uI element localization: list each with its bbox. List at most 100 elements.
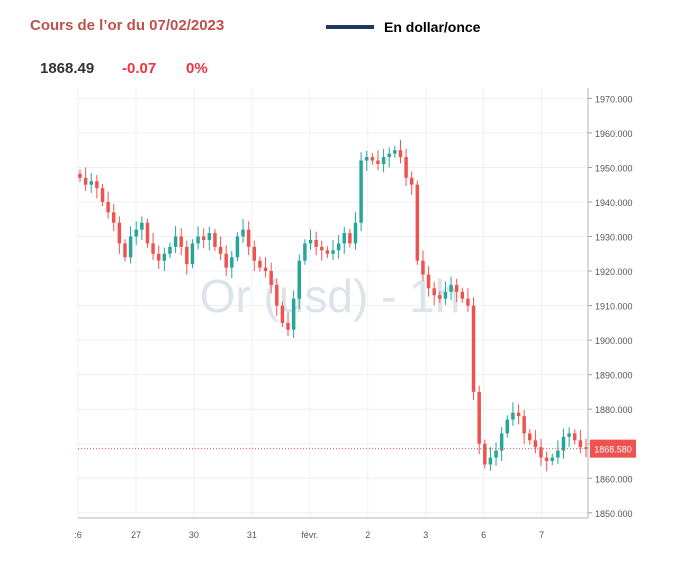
candle-body xyxy=(303,243,307,261)
current-price-badge-label: 1868.580 xyxy=(594,445,632,455)
candle-body xyxy=(511,412,515,420)
candle-body xyxy=(443,291,448,299)
current-price: 1868.49 xyxy=(40,60,95,77)
candle-body xyxy=(561,436,566,451)
candle-body xyxy=(291,298,296,330)
candle-body xyxy=(556,450,560,458)
candle-body xyxy=(370,157,375,161)
candle-body xyxy=(224,253,228,268)
candle-body xyxy=(449,284,453,292)
candle-body xyxy=(201,236,206,240)
candle-body xyxy=(387,153,391,158)
candle-body xyxy=(207,233,212,240)
candle-body xyxy=(499,433,504,451)
x-tick-label: 31 xyxy=(247,530,257,540)
candle-body xyxy=(381,157,386,164)
candle-body xyxy=(421,260,425,275)
candle-body xyxy=(106,201,110,213)
candle-body xyxy=(173,236,178,247)
candle-body xyxy=(393,150,397,154)
candle-body xyxy=(426,274,431,289)
candle-body xyxy=(179,236,183,247)
x-tick-label: 7 xyxy=(539,530,544,540)
candle-body xyxy=(314,239,318,247)
candle-body xyxy=(483,443,487,465)
x-tick-label: 6 xyxy=(481,530,486,540)
candle-body xyxy=(522,416,526,434)
candle-body xyxy=(196,236,200,244)
y-tick-label: 1950.000 xyxy=(595,163,633,173)
y-tick-label: 1960.000 xyxy=(595,129,633,139)
candle-body xyxy=(415,184,420,261)
candle-body xyxy=(364,157,369,161)
x-tick-label: 27 xyxy=(131,530,141,540)
candle-body xyxy=(252,246,257,261)
grid xyxy=(77,88,588,518)
chart-title: Cours de l’or du 07/02/2023 xyxy=(30,17,225,34)
y-tick-label: 1970.000 xyxy=(595,94,633,104)
price-change-percent: 0% xyxy=(186,60,208,77)
candle-body xyxy=(438,295,442,299)
y-tick-label: 1930.000 xyxy=(595,233,633,243)
candle-body xyxy=(78,173,82,178)
candle-body xyxy=(544,457,549,462)
candle-body xyxy=(359,160,363,223)
candles xyxy=(78,139,588,472)
y-tick-label: 1900.000 xyxy=(595,336,633,346)
candle-body xyxy=(286,322,290,330)
candle-body xyxy=(550,457,555,462)
candle-body xyxy=(308,239,313,244)
axes: 1850.0001860.0001870.0001880.0001890.000… xyxy=(74,88,636,540)
candle-body xyxy=(190,243,195,265)
candle-body xyxy=(454,284,459,292)
candle-body xyxy=(258,260,262,268)
candle-body xyxy=(145,222,150,244)
candle-body xyxy=(342,233,346,244)
candle-body xyxy=(398,150,403,158)
candle-body xyxy=(336,243,341,251)
candle-body xyxy=(151,243,155,254)
x-tick-label: 2 xyxy=(365,530,370,540)
y-tick-label: 1920.000 xyxy=(595,267,633,277)
candle-body xyxy=(460,291,465,299)
candle-body xyxy=(505,419,510,434)
chart-watermark: Or (usd) - 1h xyxy=(200,270,461,322)
candle-body xyxy=(516,412,521,417)
candle-body xyxy=(432,288,436,296)
candle-body xyxy=(275,284,279,306)
candle-body xyxy=(185,246,189,265)
candle-body xyxy=(111,212,116,223)
candle-body xyxy=(280,305,285,323)
legend: En dollar/once xyxy=(326,19,480,35)
candle-body xyxy=(320,246,324,251)
y-tick-label: 1880.000 xyxy=(595,405,633,415)
y-tick-label: 1850.000 xyxy=(595,509,633,519)
candle-body xyxy=(128,236,133,258)
candle-body xyxy=(528,433,532,441)
candle-body xyxy=(348,233,352,244)
y-tick-label: 1860.000 xyxy=(595,474,633,484)
x-tick-label: févr. xyxy=(301,530,318,540)
price-change: -0.07 xyxy=(122,60,157,77)
candle-body xyxy=(117,222,122,244)
candle-body xyxy=(241,229,245,237)
y-tick-label: 1890.000 xyxy=(595,371,633,381)
candle-body xyxy=(494,450,498,458)
candle-body xyxy=(533,440,538,448)
candle-body xyxy=(134,229,138,237)
candle-body xyxy=(168,246,172,254)
candle-body xyxy=(269,271,273,285)
candle-body xyxy=(471,305,476,392)
candle-body xyxy=(246,229,251,247)
candle-body xyxy=(584,447,588,449)
candle-body xyxy=(488,457,493,465)
candle-body xyxy=(376,160,380,164)
candle-body xyxy=(331,250,335,254)
candle-body xyxy=(477,391,481,444)
candle-body xyxy=(95,181,99,189)
candle-body xyxy=(123,243,127,258)
candle-body xyxy=(230,257,234,268)
candle-body xyxy=(353,222,358,244)
candle-body xyxy=(263,267,268,272)
